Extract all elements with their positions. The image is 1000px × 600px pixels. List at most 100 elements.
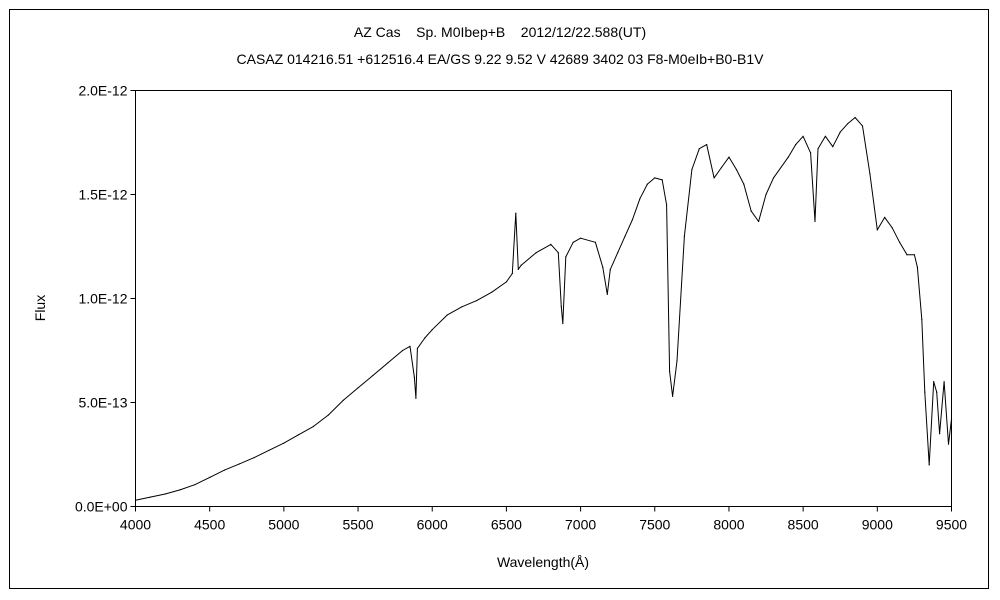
spectrum-data-point: [515, 212, 517, 214]
spectrum-data-point: [943, 381, 945, 383]
spectrum-data-point: [580, 237, 582, 239]
spectrum-data-point: [372, 374, 374, 377]
spectrum-data-point: [550, 243, 552, 245]
spectrum-data-point: [906, 254, 908, 256]
spectrum-data-point: [676, 360, 678, 362]
spectrum-data-point: [854, 116, 856, 119]
spectrum-data-point: [565, 256, 567, 258]
spectrum-data-point: [758, 220, 760, 223]
spectrum-data-point: [802, 135, 804, 137]
spectrum-data-point: [928, 464, 930, 466]
spectrum-data-point: [728, 156, 730, 158]
spectrum-data-point: [342, 399, 344, 401]
spectrum-data-point: [899, 241, 901, 243]
spectrum-data-point: [810, 152, 812, 154]
spectrum-data-point: [691, 168, 693, 171]
spectrum-data-point: [253, 457, 255, 459]
plot-area-border: [135, 90, 952, 507]
spectrum-data-point: [194, 484, 196, 486]
spectrum-series-line: [135, 117, 952, 501]
spectrum-data-point: [787, 156, 789, 158]
spectrum-data-point: [446, 314, 448, 316]
x-tick-label: 8500: [788, 517, 819, 533]
x-tick-label: 7500: [639, 517, 670, 533]
x-tick-label: 6000: [417, 517, 448, 533]
spectrum-data-point: [357, 387, 359, 389]
spectrum-data-point: [461, 306, 463, 308]
x-tick-label: 8000: [713, 517, 744, 533]
spectrum-data-point: [950, 418, 953, 420]
spectrum-data-point: [491, 291, 493, 293]
spectrum-data-point: [520, 264, 522, 266]
spectrum-data-point: [431, 329, 433, 331]
spectrum-data-point: [924, 391, 926, 393]
spectrum-data-point: [698, 148, 700, 150]
chart-subtitle: CASAZ 014216.51 +612516.4 EA/GS 9.22 9.5…: [237, 51, 765, 67]
y-tick-label: 1.0E-12: [78, 291, 127, 307]
spectrum-data-point: [517, 268, 519, 270]
spectrum-data-point: [743, 183, 745, 185]
spectrum-data-point: [847, 123, 849, 125]
y-tick-label: 2.0E-12: [78, 83, 127, 99]
spectrum-data-point: [666, 204, 668, 206]
y-axis-label: Flux: [32, 295, 48, 321]
spectrum-data-point: [916, 266, 919, 268]
spectrum-data-point: [706, 144, 708, 146]
spectrum-data-point: [312, 425, 315, 427]
spectrum-data-point: [624, 235, 626, 237]
spectrum-data-point: [557, 252, 559, 254]
spectrum-data-point: [933, 381, 935, 383]
spectrum-data-point: [913, 254, 916, 256]
spectrum-data-point: [817, 148, 819, 150]
spectrum-data-point: [939, 433, 941, 435]
spectrum-data-point: [416, 347, 418, 349]
chart-title: AZ Cas Sp. M0Ibep+B 2012/12/22.588(UT): [354, 24, 646, 40]
spectrum-data-point: [415, 397, 417, 399]
spectrum-data-point: [839, 131, 841, 133]
spectrum-data-point: [646, 183, 649, 185]
spectrum-data-point: [283, 442, 285, 444]
spectrum-data-point: [669, 370, 671, 372]
spectrum-data-point: [936, 391, 938, 393]
y-tick-label: 1.5E-12: [78, 187, 127, 203]
spectrum-data-point: [562, 322, 564, 325]
spectrum-data-point: [402, 349, 404, 352]
spectrum-data-point: [223, 469, 226, 471]
spectrum-data-point: [511, 272, 513, 275]
x-axis-label: Wavelength(Å): [497, 554, 589, 570]
x-tick-label: 6500: [491, 517, 522, 533]
chart-frame: AZ Cas Sp. M0Ibep+B 2012/12/22.588(UT) C…: [9, 9, 989, 589]
spectrum-data-point: [413, 376, 415, 379]
spectrum-data-point: [861, 125, 864, 127]
spectrum-data-point: [639, 198, 641, 200]
x-tick-label: 7000: [565, 517, 596, 533]
spectrum-data-point: [735, 168, 738, 171]
spectrum-data-point: [891, 227, 893, 229]
spectrum-data-point: [476, 300, 478, 302]
spectrum-data-point: [869, 173, 871, 175]
x-tick-label: 4000: [120, 517, 151, 533]
spectrum-data-point: [750, 210, 752, 212]
x-tick-label: 4500: [194, 517, 225, 533]
spectrum-data-point: [617, 252, 619, 254]
spectrum-data-point: [661, 179, 663, 181]
spectrum-data-point: [424, 337, 426, 339]
spectrum-data-point: [814, 220, 816, 223]
spectrum-data-point: [720, 166, 723, 169]
x-tick-label: 9000: [862, 517, 893, 533]
spectrum-data-point: [505, 281, 507, 283]
spectrum-data-point: [654, 177, 656, 179]
spectrum-data-point: [535, 252, 537, 254]
x-tick-label: 5000: [268, 517, 299, 533]
spectrum-data-point: [149, 496, 151, 498]
spectrum-data-point: [832, 146, 834, 148]
spectrum-data-point: [947, 443, 950, 445]
spectrum-data-point: [602, 266, 604, 268]
spectrum-data-point: [209, 476, 211, 478]
spectrum-data-point: [876, 229, 878, 231]
spectrum-data-point: [409, 345, 411, 347]
y-tick-label: 5.0E-13: [78, 395, 127, 411]
spectrum-data-point: [772, 177, 775, 179]
y-tick-label: 0.0E+00: [75, 499, 128, 515]
spectrum-data-point: [672, 395, 674, 397]
